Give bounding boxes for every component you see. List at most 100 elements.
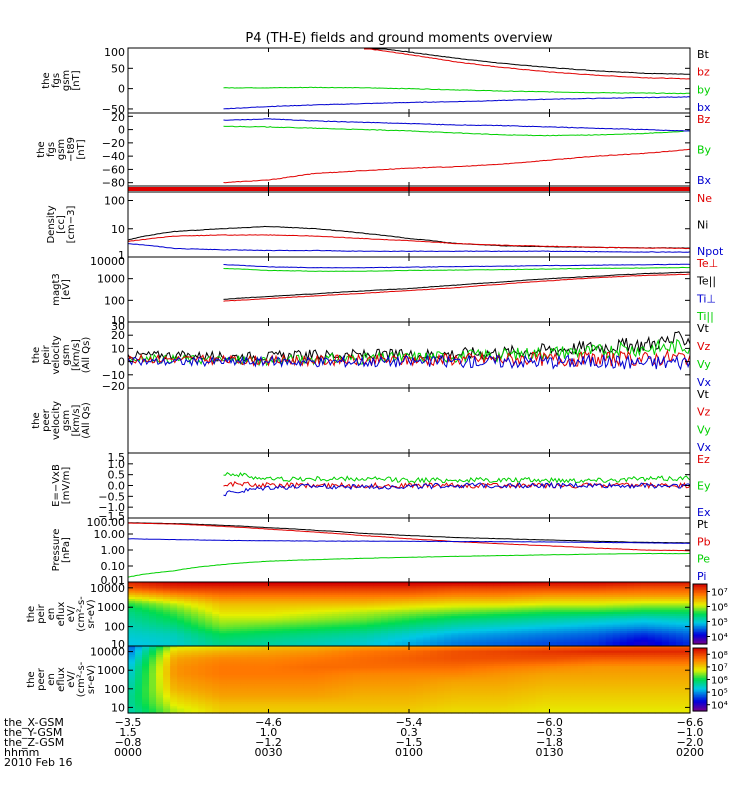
spectrogram-cell <box>198 622 206 626</box>
spectrogram-cell <box>570 637 579 641</box>
spectrogram-cell <box>535 588 544 592</box>
spectrogram-cell <box>409 607 417 611</box>
spectrogram-cell <box>275 646 284 649</box>
spectrogram-cell <box>605 588 614 592</box>
spectrogram-cell <box>219 646 227 649</box>
spectrogram-cell <box>338 637 347 641</box>
spectrogram-cell <box>444 648 452 652</box>
spectrogram-cell <box>198 688 206 692</box>
spectrogram-cell <box>535 620 544 624</box>
spectrogram-cell <box>535 686 544 690</box>
spectrogram-cell <box>591 637 600 641</box>
spectrogram-cell <box>184 646 192 649</box>
spectrogram-cell <box>619 710 628 714</box>
spectrogram-cell <box>556 646 565 649</box>
spectrogram-cell <box>184 603 192 607</box>
spectrogram-cell <box>619 672 628 676</box>
spectrogram-cell <box>198 654 206 658</box>
spectrogram-cell <box>549 614 558 617</box>
spectrogram-cell <box>521 626 530 630</box>
spectrogram-cell <box>373 697 382 701</box>
spectrogram-cell <box>507 594 515 598</box>
spectrogram-cell <box>493 652 501 656</box>
spectrogram-cell <box>668 599 677 602</box>
spectrogram-cell <box>254 641 263 645</box>
spectrogram-cell <box>563 609 572 613</box>
spectrogram-cell <box>219 603 227 607</box>
spectrogram-cell <box>135 637 143 641</box>
spectrogram-cell <box>563 607 572 611</box>
spectrogram-cell <box>212 637 220 641</box>
spectrogram-cell <box>612 681 621 685</box>
spectrogram-cell <box>163 590 171 594</box>
spectrogram-cell <box>437 692 445 696</box>
spectrogram-cell <box>191 663 199 667</box>
spectrogram-cell <box>619 582 628 585</box>
spectrogram-cell <box>472 659 480 663</box>
spectrogram-cell <box>507 622 515 626</box>
spectrogram-cell <box>240 650 249 654</box>
spectrogram-cell <box>380 710 389 714</box>
spectrogram-cell <box>128 675 136 678</box>
spectrogram-cell <box>451 710 459 714</box>
spectrogram-cell <box>226 620 234 624</box>
spectrogram-cell <box>591 675 600 678</box>
spectrogram-cell <box>451 607 459 611</box>
spectrogram-cell <box>423 599 431 602</box>
spectrogram-cell <box>345 701 354 705</box>
spectrogram-cell <box>570 654 579 658</box>
spectrogram-cell <box>240 706 249 710</box>
spectrogram-cell <box>472 666 480 669</box>
spectrogram-cell <box>409 631 417 634</box>
spectrogram-cell <box>549 695 558 698</box>
spectrogram-cell <box>570 616 579 619</box>
spectrogram-cell <box>359 666 368 669</box>
spectrogram-cell <box>387 637 396 641</box>
legend-pressure-0: Pt <box>697 518 709 531</box>
spectrogram-cell <box>598 599 607 602</box>
spectrogram-cell <box>310 672 319 676</box>
spectrogram-cell <box>528 624 537 628</box>
spectrogram-cell <box>401 631 410 634</box>
spectrogram-cell <box>486 686 494 690</box>
spectrogram-cell <box>135 635 143 639</box>
spectrogram-cell <box>493 654 501 658</box>
spectrogram-cell <box>577 605 586 609</box>
spectrogram-cell <box>458 708 466 712</box>
spectrogram-cell <box>619 637 628 641</box>
spectrogram-cell <box>296 633 305 636</box>
spectrogram-cell <box>184 661 192 665</box>
spectrogram-cell <box>605 596 614 600</box>
spectrogram-cell <box>542 690 551 694</box>
spectrogram-cell <box>247 704 256 707</box>
spectrogram-cell <box>465 639 473 643</box>
spectrogram-cell <box>387 596 396 600</box>
spectrogram-cell <box>275 624 284 628</box>
spectrogram-cell <box>409 633 417 636</box>
ylabel-density-1: [cc] <box>56 215 67 234</box>
spectrogram-cell <box>219 690 227 694</box>
spectrogram-cell <box>647 607 656 611</box>
spectrogram-cell <box>128 666 136 669</box>
spectrogram-cell <box>458 586 466 589</box>
spectrogram-cell <box>584 661 593 665</box>
spectrogram-cell <box>654 584 663 587</box>
spectrogram-cell <box>682 624 691 628</box>
spectrogram-cell <box>640 677 649 681</box>
spectrogram-cell <box>156 648 164 652</box>
spectrogram-cell <box>514 616 523 619</box>
spectrogram-cell <box>177 654 185 658</box>
spectrogram-cell <box>338 620 347 624</box>
spectrogram-cell <box>423 618 431 621</box>
spectrogram-cell <box>528 675 537 678</box>
spectrogram-cell <box>493 699 501 703</box>
spectrogram-cell <box>373 688 382 692</box>
spectrogram-cell <box>640 596 649 600</box>
spectrogram-cell <box>268 614 277 617</box>
spectrogram-cell <box>577 590 586 594</box>
spectrogram-cell <box>549 688 558 692</box>
spectrogram-cell <box>373 643 382 647</box>
spectrogram-cell <box>444 637 452 641</box>
spectrogram-cell <box>170 690 178 694</box>
